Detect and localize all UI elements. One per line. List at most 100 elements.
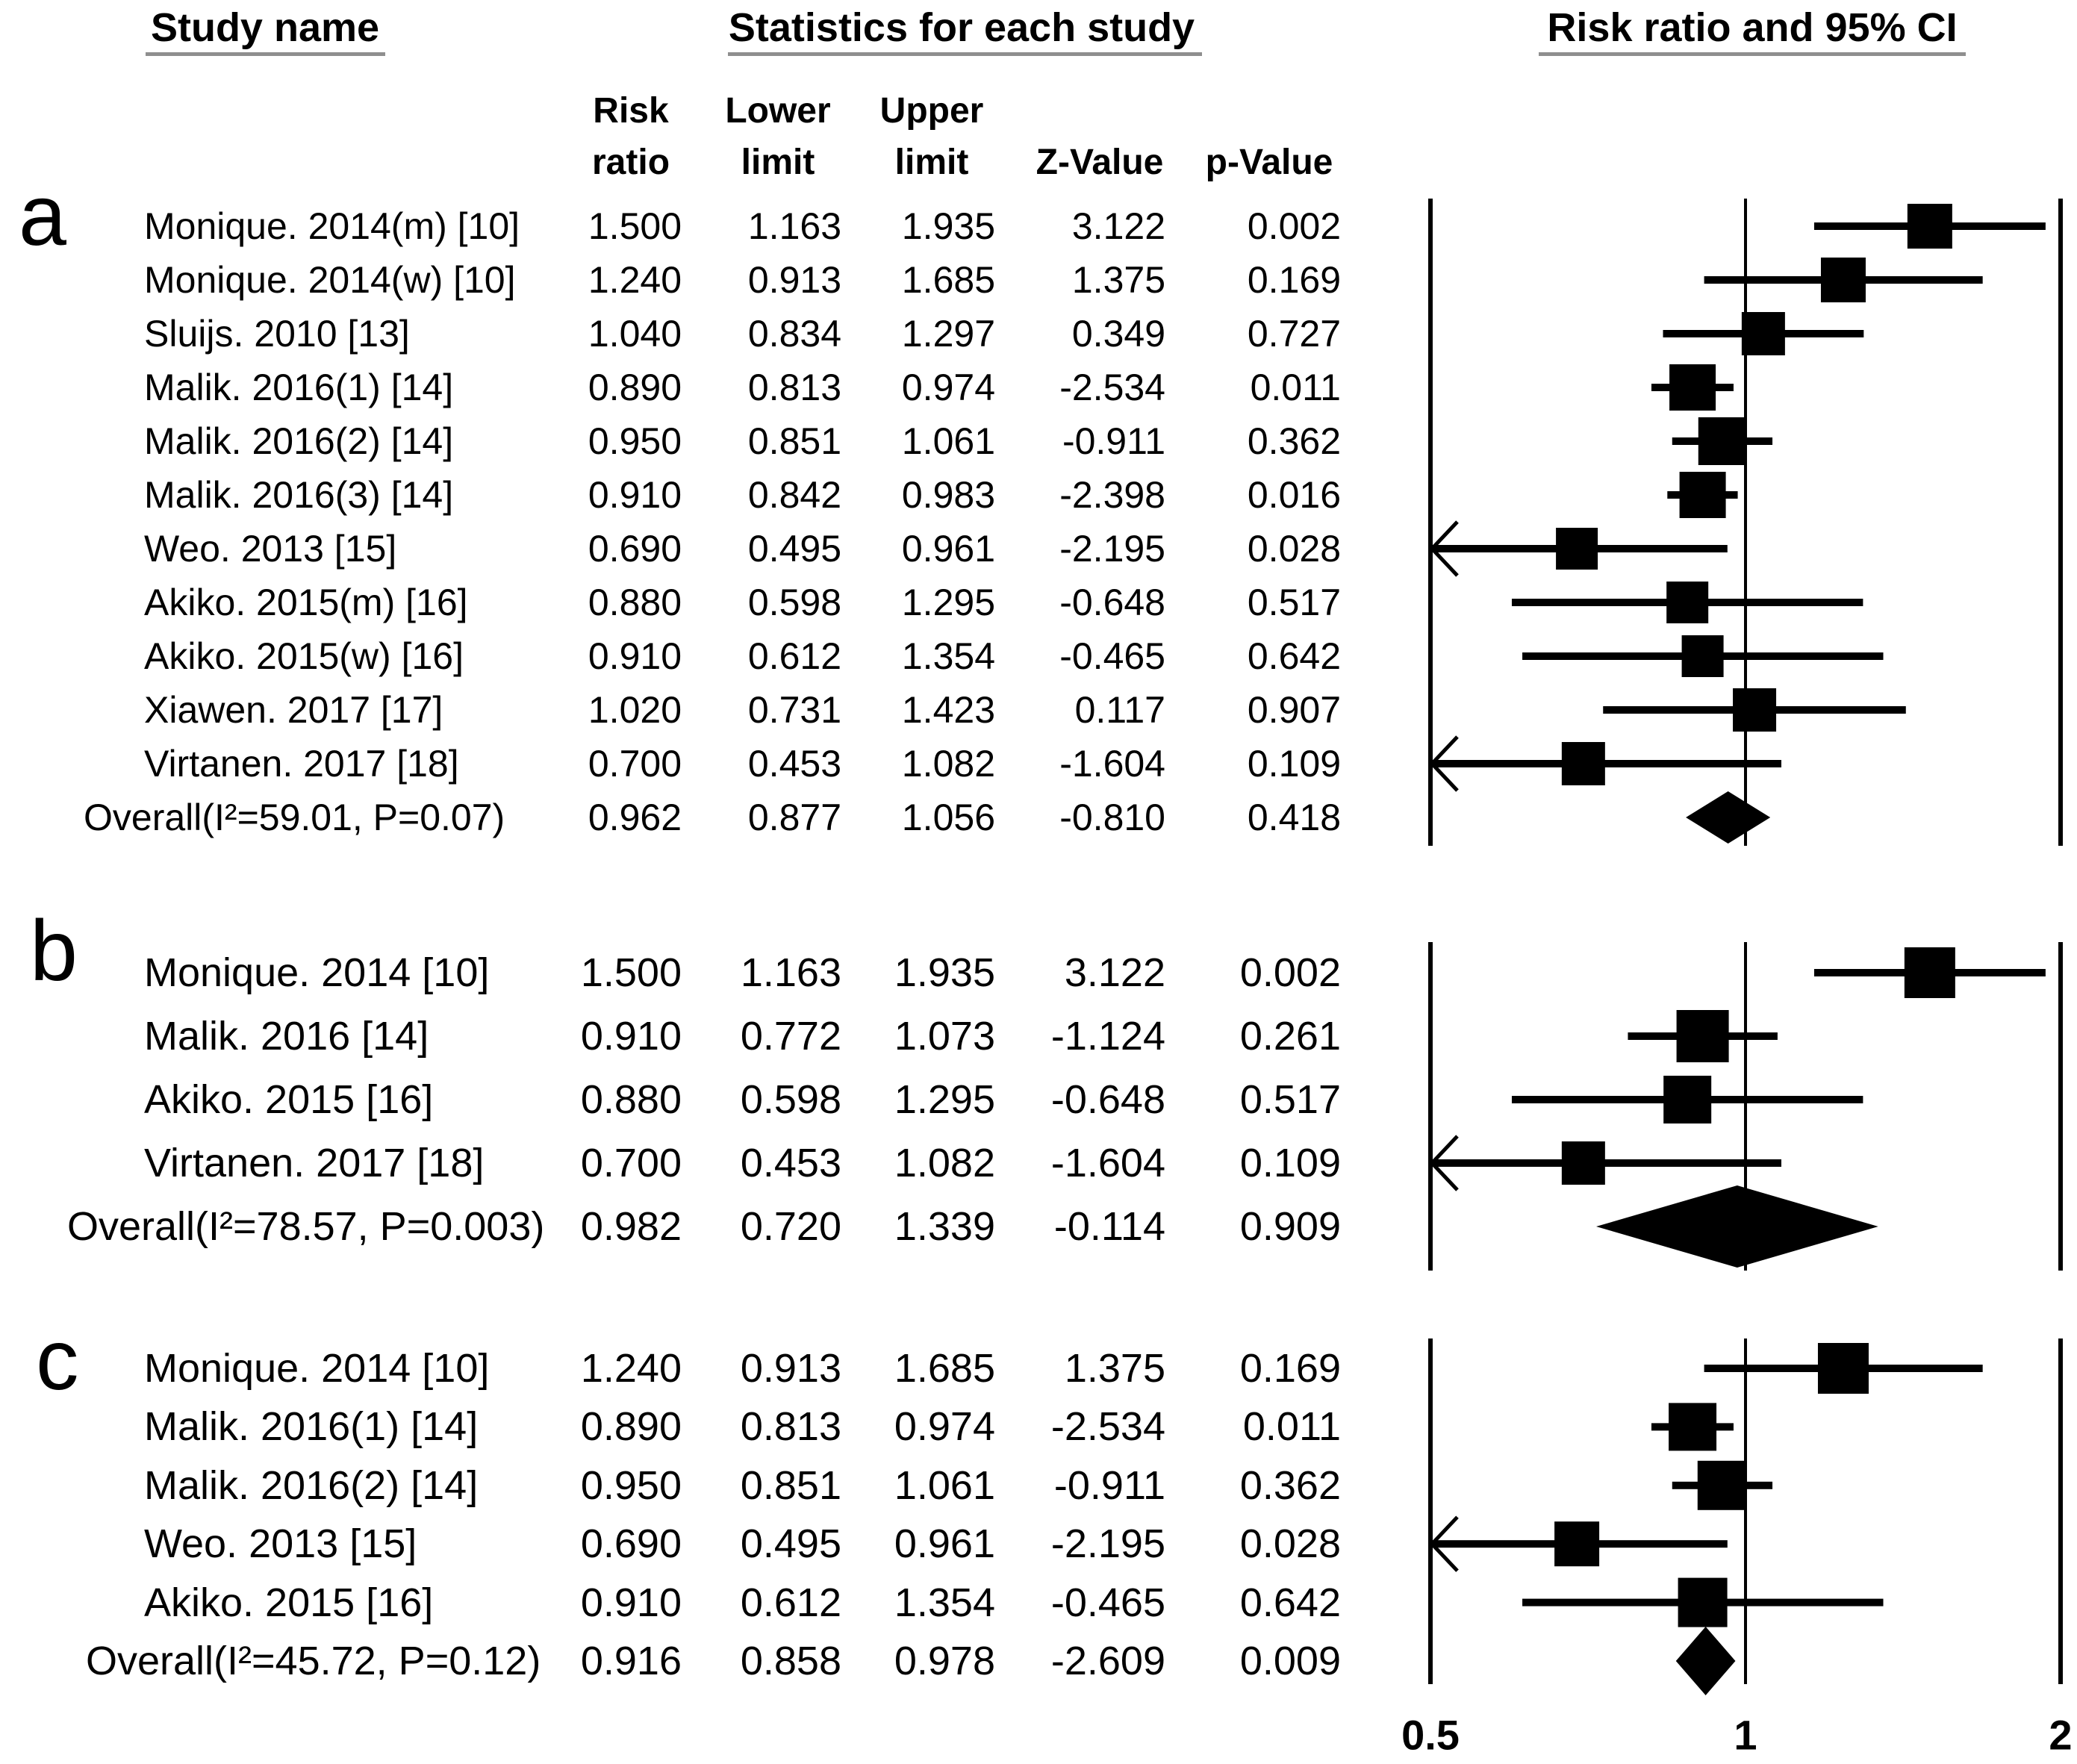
z-value: -2.534 [1059,367,1165,408]
lower-limit-value: 0.731 [747,689,841,731]
lower-limit-value: 0.598 [740,1077,841,1122]
effect-square [1820,258,1866,302]
effect-square [1669,364,1716,411]
z-value: -1.604 [1050,1141,1165,1185]
lower-limit-value: 0.813 [747,367,841,408]
p-value: 0.727 [1247,313,1341,355]
study-name: Akiko. 2015(w) [16] [144,635,464,677]
p-value: 0.261 [1239,1014,1341,1059]
effect-square [1907,204,1952,249]
z-value: 3.122 [1071,205,1165,247]
p-value: 0.642 [1239,1580,1341,1625]
p-value: 0.009 [1239,1639,1341,1683]
z-value: -2.398 [1059,474,1165,516]
effect-square [1678,1577,1728,1627]
study-name: Monique. 2014 [10] [144,950,490,995]
z-value: 1.375 [1071,259,1165,301]
study-name: Sluijs. 2010 [13] [144,313,410,355]
panel-label-a: a [19,167,66,264]
upper-limit-value: 0.978 [894,1639,995,1683]
risk-ratio-value: 0.910 [588,474,682,516]
axis-line-right [2058,199,2063,846]
effect-square [1669,1403,1717,1451]
z-value: 3.122 [1064,950,1165,995]
z-value: -2.609 [1050,1639,1165,1683]
lower-limit-value: 0.720 [740,1204,841,1249]
p-value: 0.011 [1250,367,1341,408]
study-name: Monique. 2014(m) [10] [144,205,520,247]
risk-ratio-value: 0.910 [588,635,682,677]
p-value: 0.109 [1239,1141,1341,1185]
z-value: -0.911 [1062,420,1165,462]
risk-ratio-value: 0.950 [588,420,682,462]
lower-limit-value: 0.834 [747,313,841,355]
risk-ratio-value: 0.950 [580,1462,682,1508]
z-value: 1.375 [1064,1346,1165,1391]
effect-square [1666,582,1709,623]
upper-limit-value: 1.354 [894,1580,995,1625]
panel-label-b: b [30,903,78,999]
risk-ratio-value: 0.880 [588,582,682,623]
lower-limit-value: 0.842 [747,474,841,516]
p-value: 0.517 [1239,1077,1341,1122]
z-value: -0.114 [1053,1204,1165,1249]
lower-limit-value: 0.495 [740,1521,841,1567]
effect-square [1733,688,1777,732]
risk-ratio-value: 0.700 [580,1141,682,1185]
ci-line [1429,760,1781,767]
z-value: -2.534 [1050,1404,1165,1450]
upper-limit-value: 1.061 [894,1462,995,1508]
upper-limit-value: 0.983 [901,474,995,516]
study-name: Weo. 2013 [15] [144,1521,417,1567]
upper-limit-value: 1.295 [901,582,995,623]
upper-limit-value: 0.974 [901,367,995,408]
upper-limit-value: 0.961 [894,1521,995,1567]
p-value: 0.109 [1247,743,1341,785]
axis-line-center [1744,1338,1747,1684]
upper-limit-value: 1.423 [901,689,995,731]
left-arrow-icon [1429,1135,1459,1191]
lower-limit-value: 0.913 [747,259,841,301]
z-value: -0.648 [1059,582,1165,623]
overall-name: Overall(I²=78.57, P=0.003) [67,1204,545,1249]
x-tick-0.5: 0.5 [1401,1711,1460,1759]
risk-ratio-value: 0.910 [580,1580,682,1625]
study-name: Akiko. 2015 [16] [144,1580,434,1625]
risk-ratio-value: 0.690 [588,528,682,570]
axis-line-right [2058,1338,2063,1684]
z-value: -0.648 [1050,1077,1165,1122]
effect-square [1676,1010,1729,1062]
risk-ratio-value: 0.962 [588,797,682,838]
left-arrow-icon [1429,735,1459,792]
risk-ratio-ci-header: Risk ratio and 95% CI [1547,5,1958,50]
risk-ratio-value: 0.916 [580,1639,682,1683]
study-name: Malik. 2016(1) [14] [144,1404,479,1450]
z-value: -0.465 [1050,1580,1165,1625]
study-name: Malik. 2016(2) [14] [144,420,454,462]
axis-line-left [1428,1338,1433,1684]
lower-limit-value: 0.612 [747,635,841,677]
effect-square [1561,1141,1605,1185]
risk-ratio-value: 0.700 [588,743,682,785]
upper-limit-value: 0.961 [901,528,995,570]
statistics-header-underline [728,52,1202,56]
p-value: 0.642 [1247,635,1341,677]
effect-square [1679,472,1726,518]
z-value: -1.124 [1050,1014,1165,1059]
risk-ratio-value: 0.890 [580,1404,682,1450]
upper-limit-value: 1.685 [894,1346,995,1391]
col-header-upper-limit: Upper limit [879,91,984,182]
overall-diamond [1686,791,1771,844]
p-value: 0.002 [1239,950,1341,995]
axis-line-left [1428,942,1433,1271]
left-arrow-icon [1429,520,1459,577]
study-name: Virtanen. 2017 [18] [144,1141,485,1185]
p-value: 0.002 [1247,205,1341,247]
upper-limit-value: 1.082 [901,743,995,785]
study-name: Monique. 2014(w) [10] [144,259,516,301]
risk-ratio-value: 0.982 [580,1204,682,1249]
study-name: Virtanen. 2017 [18] [144,743,459,785]
x-tick-2: 2 [2049,1711,2073,1759]
x-tick-1: 1 [1734,1711,1757,1759]
